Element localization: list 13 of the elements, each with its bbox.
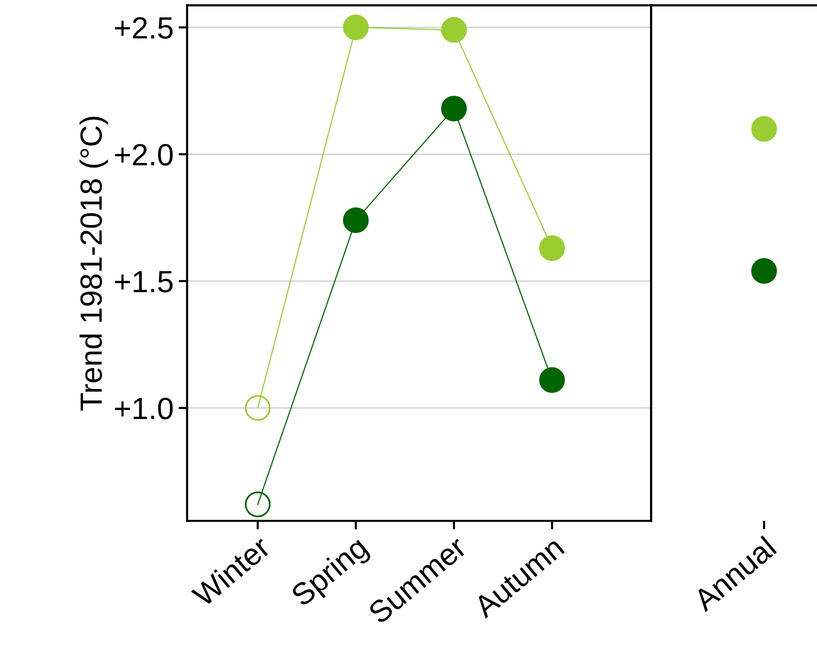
point	[244, 492, 271, 518]
y-tick-label: +2.0	[115, 144, 173, 166]
y-tick-label: +1.0	[115, 398, 173, 420]
point	[342, 207, 369, 234]
point	[539, 235, 565, 261]
y-tick-label: +2.5	[115, 17, 173, 39]
point	[441, 17, 467, 43]
y-axis-title: Trend 1981-2018 (°C)	[80, 116, 108, 411]
point	[342, 14, 369, 40]
y-tick-label: +1.5	[115, 271, 173, 292]
point	[244, 395, 271, 421]
point	[441, 96, 467, 122]
point	[539, 367, 565, 393]
